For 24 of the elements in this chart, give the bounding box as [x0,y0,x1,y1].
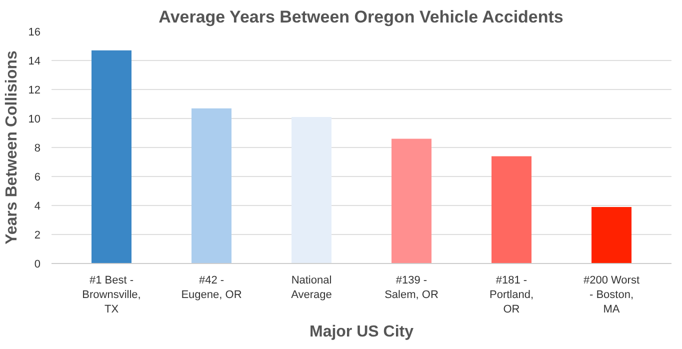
bar [192,108,232,264]
bar [492,156,532,264]
y-tick-label: 0 [34,258,41,270]
y-tick-label: 16 [28,26,41,38]
y-tick-label: 12 [28,84,41,96]
x-axis-title: Major US City [309,323,414,340]
chart-title: Average Years Between Oregon Vehicle Accidents [158,8,564,26]
y-tick-label: 4 [34,200,41,212]
bar [392,138,432,264]
y-tick-label: 14 [28,56,41,68]
x-tick-label: National Average [291,274,332,301]
bar [592,206,632,264]
x-tick-label: #1 Best - Brownsville, TX [82,274,141,316]
x-tick-label: #42 - Eugene, OR [181,274,242,301]
bar [92,50,132,264]
y-tick-label: 8 [34,142,41,154]
x-tick-label: #200 Worst - Boston, MA [583,274,640,316]
y-tick-label: 6 [34,172,41,184]
y-tick-label: 10 [28,114,41,126]
y-tick-label: 2 [34,230,41,242]
x-tick-label: #139 - Salem, OR [384,274,438,301]
x-tick-label: #181 - Portland, OR [489,274,534,316]
y-axis-title: Years Between Collisions [3,50,20,244]
bar [292,117,332,264]
